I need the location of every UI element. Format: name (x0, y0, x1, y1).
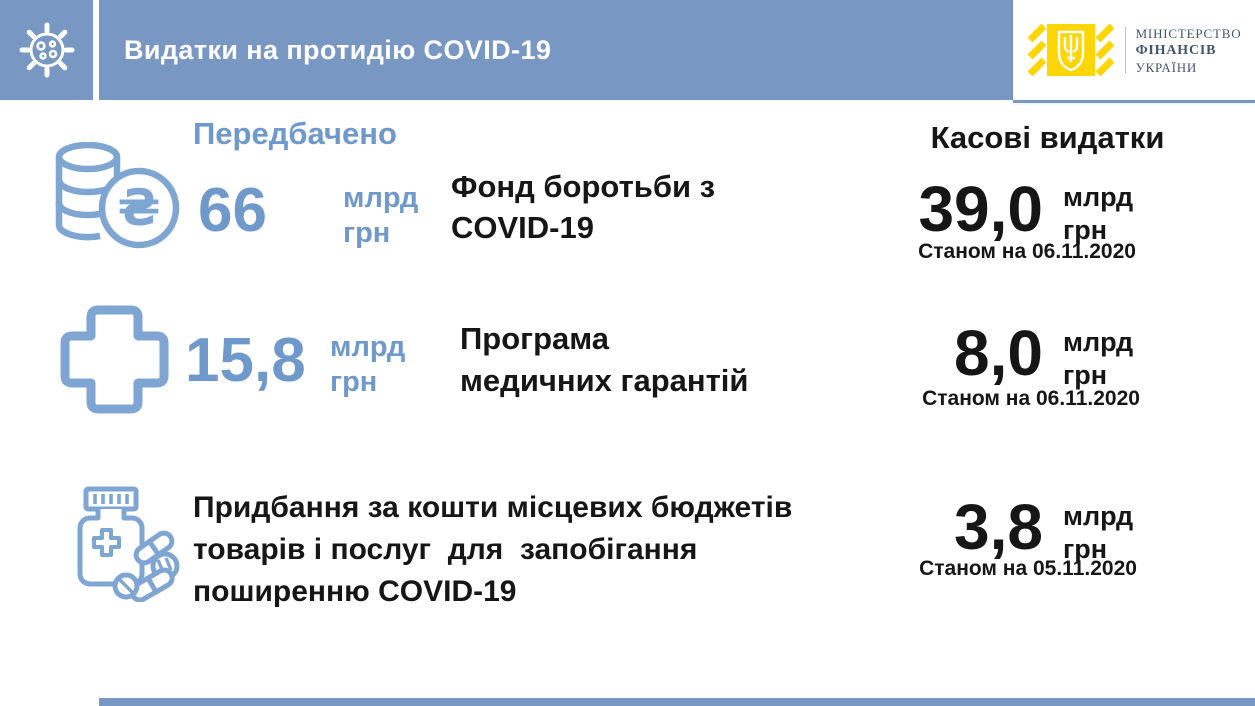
row1-description: Фонд боротьби з COVID-19 (451, 166, 715, 248)
row2-planned-unit: млрд грн (330, 330, 405, 400)
ministry-name-line1: МІНІСТЕРСТВО (1135, 25, 1242, 41)
row2-description: Програма медичних гарантій (460, 318, 748, 402)
row1-planned-value: 66 (198, 176, 267, 245)
row2-cash-unit-line1: млрд (1063, 327, 1134, 357)
row2-planned-unit-line2: грн (330, 366, 378, 398)
row1-planned-unit-line2: грн (343, 217, 391, 249)
row1-planned-unit: млрд грн (343, 181, 418, 251)
row2-cash-value: 8,0 (954, 317, 1043, 389)
cash-column-header: Касові видатки (930, 120, 1165, 155)
virus-icon (19, 22, 74, 78)
row1-description-line2: COVID-19 (451, 210, 594, 245)
row2-description-line1: Програма (460, 321, 610, 356)
planned-column-header: Передбачено (193, 116, 397, 151)
row3-description: Придбання за кошти місцевих бюджетів тов… (193, 487, 792, 613)
row3-description-line2: товарів і послуг для запобігання (193, 533, 698, 566)
footer-bar (99, 698, 1255, 706)
row3-as-of-date: Станом на 05.11.2020 (919, 557, 1137, 580)
hryvnia-symbol: ₴ (118, 179, 161, 237)
header-virus-box (0, 0, 93, 100)
medicine-bottle-pills-icon (77, 486, 180, 602)
ministry-name-line3: УКРАЇНИ (1135, 59, 1198, 75)
row3-cash-unit-line1: млрд (1063, 501, 1134, 531)
row2-planned-value: 15,8 (185, 326, 306, 395)
row1-cash-unit-line1: млрд (1063, 182, 1134, 212)
row1-as-of-date: Станом на 06.11.2020 (918, 240, 1136, 263)
coins-hryvnia-icon: ₴ (55, 142, 180, 249)
row2-description-line2: медичних гарантій (460, 363, 749, 398)
row3-cash-unit-line2: грн (1063, 534, 1108, 564)
row1-description-line1: Фонд боротьби з (451, 169, 716, 204)
ministry-name: МІНІСТЕРСТВО ФІНАНСІВ УКРАЇНИ (1136, 25, 1242, 76)
row2-cash-unit-line2: грн (1063, 360, 1108, 390)
row3-cash-value: 3,8 (954, 491, 1043, 563)
logo-divider (1124, 27, 1126, 73)
medical-cross-icon (60, 305, 169, 414)
row2-as-of-date: Станом на 06.11.2020 (922, 387, 1140, 410)
row3-description-line1: Придбання за кошти місцевих бюджетів (193, 491, 793, 524)
row3-description-line3: поширенню COVID-19 (193, 575, 517, 608)
row1-cash-unit-line2: грн (1063, 215, 1108, 245)
row2-planned-unit-line1: млрд (330, 331, 406, 363)
row1-cash-unit: млрд грн (1063, 181, 1133, 247)
page-title: Видатки на протидію COVID-19 (124, 34, 552, 65)
row1-cash-value: 39,0 (918, 173, 1043, 245)
trident-emblem-icon (1027, 24, 1115, 76)
row1-planned-unit-line1: млрд (343, 182, 419, 214)
row3-cash-unit: млрд грн (1063, 500, 1133, 566)
row2-cash-unit: млрд грн (1063, 326, 1133, 392)
ministry-logo: МІНІСТЕРСТВО ФІНАНСІВ УКРАЇНИ (1013, 0, 1255, 103)
ministry-name-line2: ФІНАНСІВ (1135, 42, 1217, 58)
